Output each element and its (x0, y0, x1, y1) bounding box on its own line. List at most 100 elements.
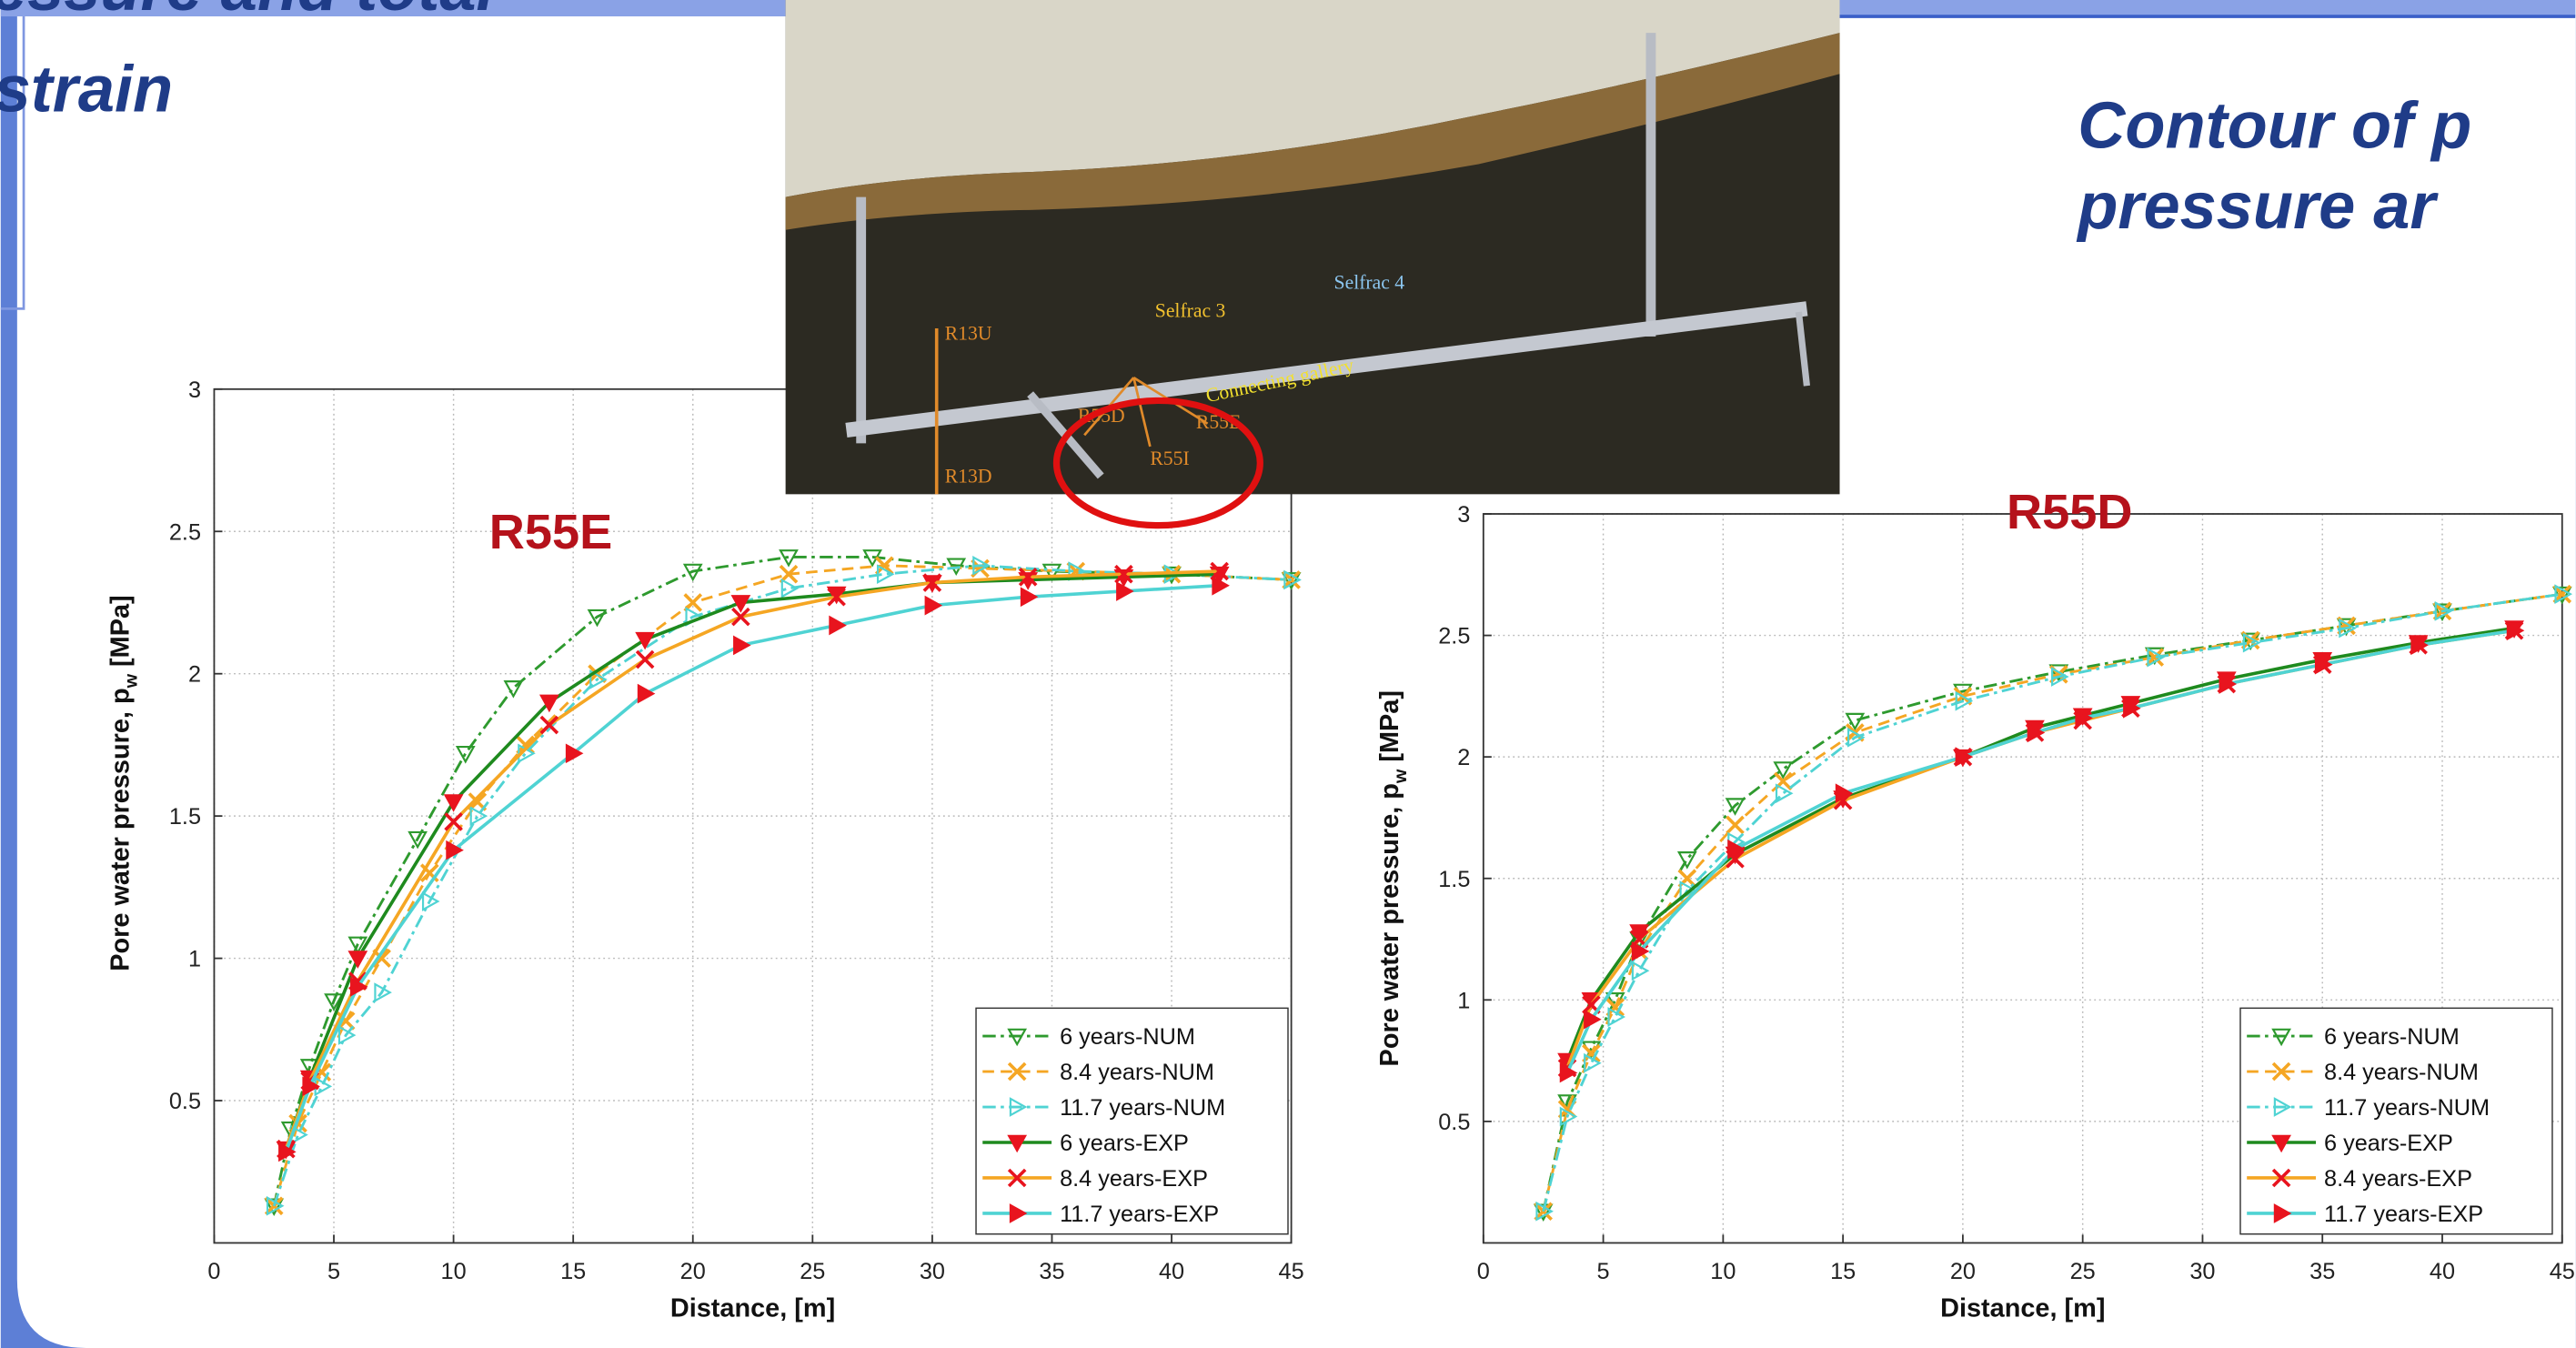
legend-label: 8.4 years-EXP (1060, 1166, 1208, 1192)
legend-marker (1007, 1028, 1028, 1047)
marker (1835, 783, 1854, 804)
x-tick-label: 25 (2070, 1259, 2096, 1284)
marker (324, 993, 344, 1011)
marker (1281, 572, 1302, 590)
marker (827, 587, 846, 607)
marker (302, 1076, 320, 1097)
marker (1212, 575, 1230, 596)
marker (1210, 561, 1229, 581)
x-tick-label: 30 (920, 1259, 945, 1284)
marker (1018, 568, 1038, 587)
title-box (0, 16, 25, 310)
marker (1847, 727, 1866, 748)
y-tick-label: 2.5 (1438, 624, 1470, 649)
marker (733, 635, 751, 656)
legend-marker (2271, 1028, 2291, 1047)
photo-label: R13U (945, 323, 992, 345)
marker (347, 936, 368, 955)
legend-marker (2271, 1061, 2291, 1081)
marker (469, 806, 488, 827)
marker (1559, 1062, 1578, 1083)
marker (278, 1142, 297, 1162)
marker (1631, 961, 1650, 981)
x-tick-label: 40 (1159, 1259, 1184, 1284)
y-tick-label: 1.5 (1438, 867, 1470, 892)
x-axis-label: Distance, [m] (1940, 1294, 2105, 1323)
marker (2051, 667, 2069, 687)
x-tick-label: 35 (1039, 1259, 1064, 1284)
y-axis-label: Pore water pressure, pw [MPa] (106, 595, 142, 971)
marker (1845, 712, 1866, 731)
marker (1020, 587, 1039, 608)
charts: 0.511.522.530 5 10 15 20 25 30 35 40 45Distance, … (106, 377, 2575, 1323)
marker (972, 555, 991, 576)
y-axis-label: Pore water pressure, pw [MPa] (1375, 690, 1411, 1066)
legend-marker (1007, 1168, 1027, 1188)
photo-label: Selfrac 3 (1155, 299, 1226, 321)
marker (2219, 674, 2238, 694)
plot-title: R55D (2007, 485, 2132, 539)
marker (1582, 1043, 1601, 1063)
series-line (272, 555, 1292, 1207)
marker (1679, 880, 1698, 900)
marker (503, 680, 524, 699)
legend-marker (2271, 1168, 2291, 1188)
y-tick-label: 2 (188, 662, 201, 688)
y-axis-label-part: Pore water pressure, p (106, 688, 136, 971)
chart: 0.511.522.530 5 10 15 20 25 30 35 40 45Distance, … (1375, 485, 2575, 1323)
x-tick-label: 20 (1950, 1259, 1976, 1284)
right-title: pressure ar (2076, 170, 2439, 243)
marker (635, 649, 655, 669)
legend-label: 6 years-EXP (1060, 1131, 1189, 1156)
legend-marker (1007, 1134, 1028, 1153)
y-axis-label-part: w (1391, 769, 1411, 784)
left-title: strain (0, 54, 173, 126)
marker (1676, 851, 1697, 870)
marker (2434, 600, 2453, 621)
x-tick-label: 10 (441, 1259, 467, 1284)
marker (337, 1025, 357, 1045)
series-line (1542, 592, 2562, 1212)
legend: 6 years-NUM 8.4 years-NUM 11.7 years-NUM 6 … (2239, 1007, 2553, 1235)
marker (1283, 569, 1302, 590)
x-axis-label: Distance, [m] (670, 1294, 835, 1323)
y-tick-label: 1 (1457, 988, 1470, 1013)
marker (264, 1196, 284, 1216)
legend-marker (1007, 1061, 1027, 1081)
photo-soil (785, 33, 1840, 230)
plot-frame (1482, 513, 2563, 1244)
photo-label: Selfrac 4 (1334, 272, 1405, 294)
legend-label: 11.7 years-NUM (2324, 1095, 2490, 1121)
marker (1725, 798, 1746, 816)
x-tick-label: 0 (1477, 1259, 1490, 1284)
legend-box (975, 1007, 1289, 1235)
marker (2339, 618, 2357, 639)
x-tick-label: 0 (207, 1259, 220, 1284)
marker (1114, 564, 1133, 584)
y-tick-label: 1 (188, 947, 201, 972)
marker (1116, 581, 1134, 601)
marker (2506, 620, 2525, 641)
marker (421, 891, 440, 911)
marker (1631, 941, 1650, 961)
marker (2145, 648, 2165, 667)
x-tick-label: 20 (680, 1259, 706, 1284)
marker (2554, 584, 2573, 605)
marker (1584, 1052, 1602, 1073)
marker (1955, 690, 1974, 711)
marker (264, 1198, 285, 1217)
marker (1607, 1007, 1626, 1027)
borehole (1132, 377, 1152, 448)
chart: 0.511.522.530 5 10 15 20 25 30 35 40 45Distance, … (106, 377, 1304, 1323)
marker (2147, 647, 2165, 668)
legend-label: 11.7 years-EXP (1060, 1202, 1219, 1227)
marker (455, 746, 476, 764)
legend-marker (1009, 1097, 1028, 1117)
marker (635, 631, 655, 650)
marker (443, 794, 464, 812)
marker (730, 595, 751, 613)
x-tick-label: 45 (1279, 1259, 1304, 1284)
marker (1605, 998, 1625, 1017)
plot-title: R55E (489, 505, 612, 559)
x-tick-label: 15 (1830, 1259, 1856, 1284)
